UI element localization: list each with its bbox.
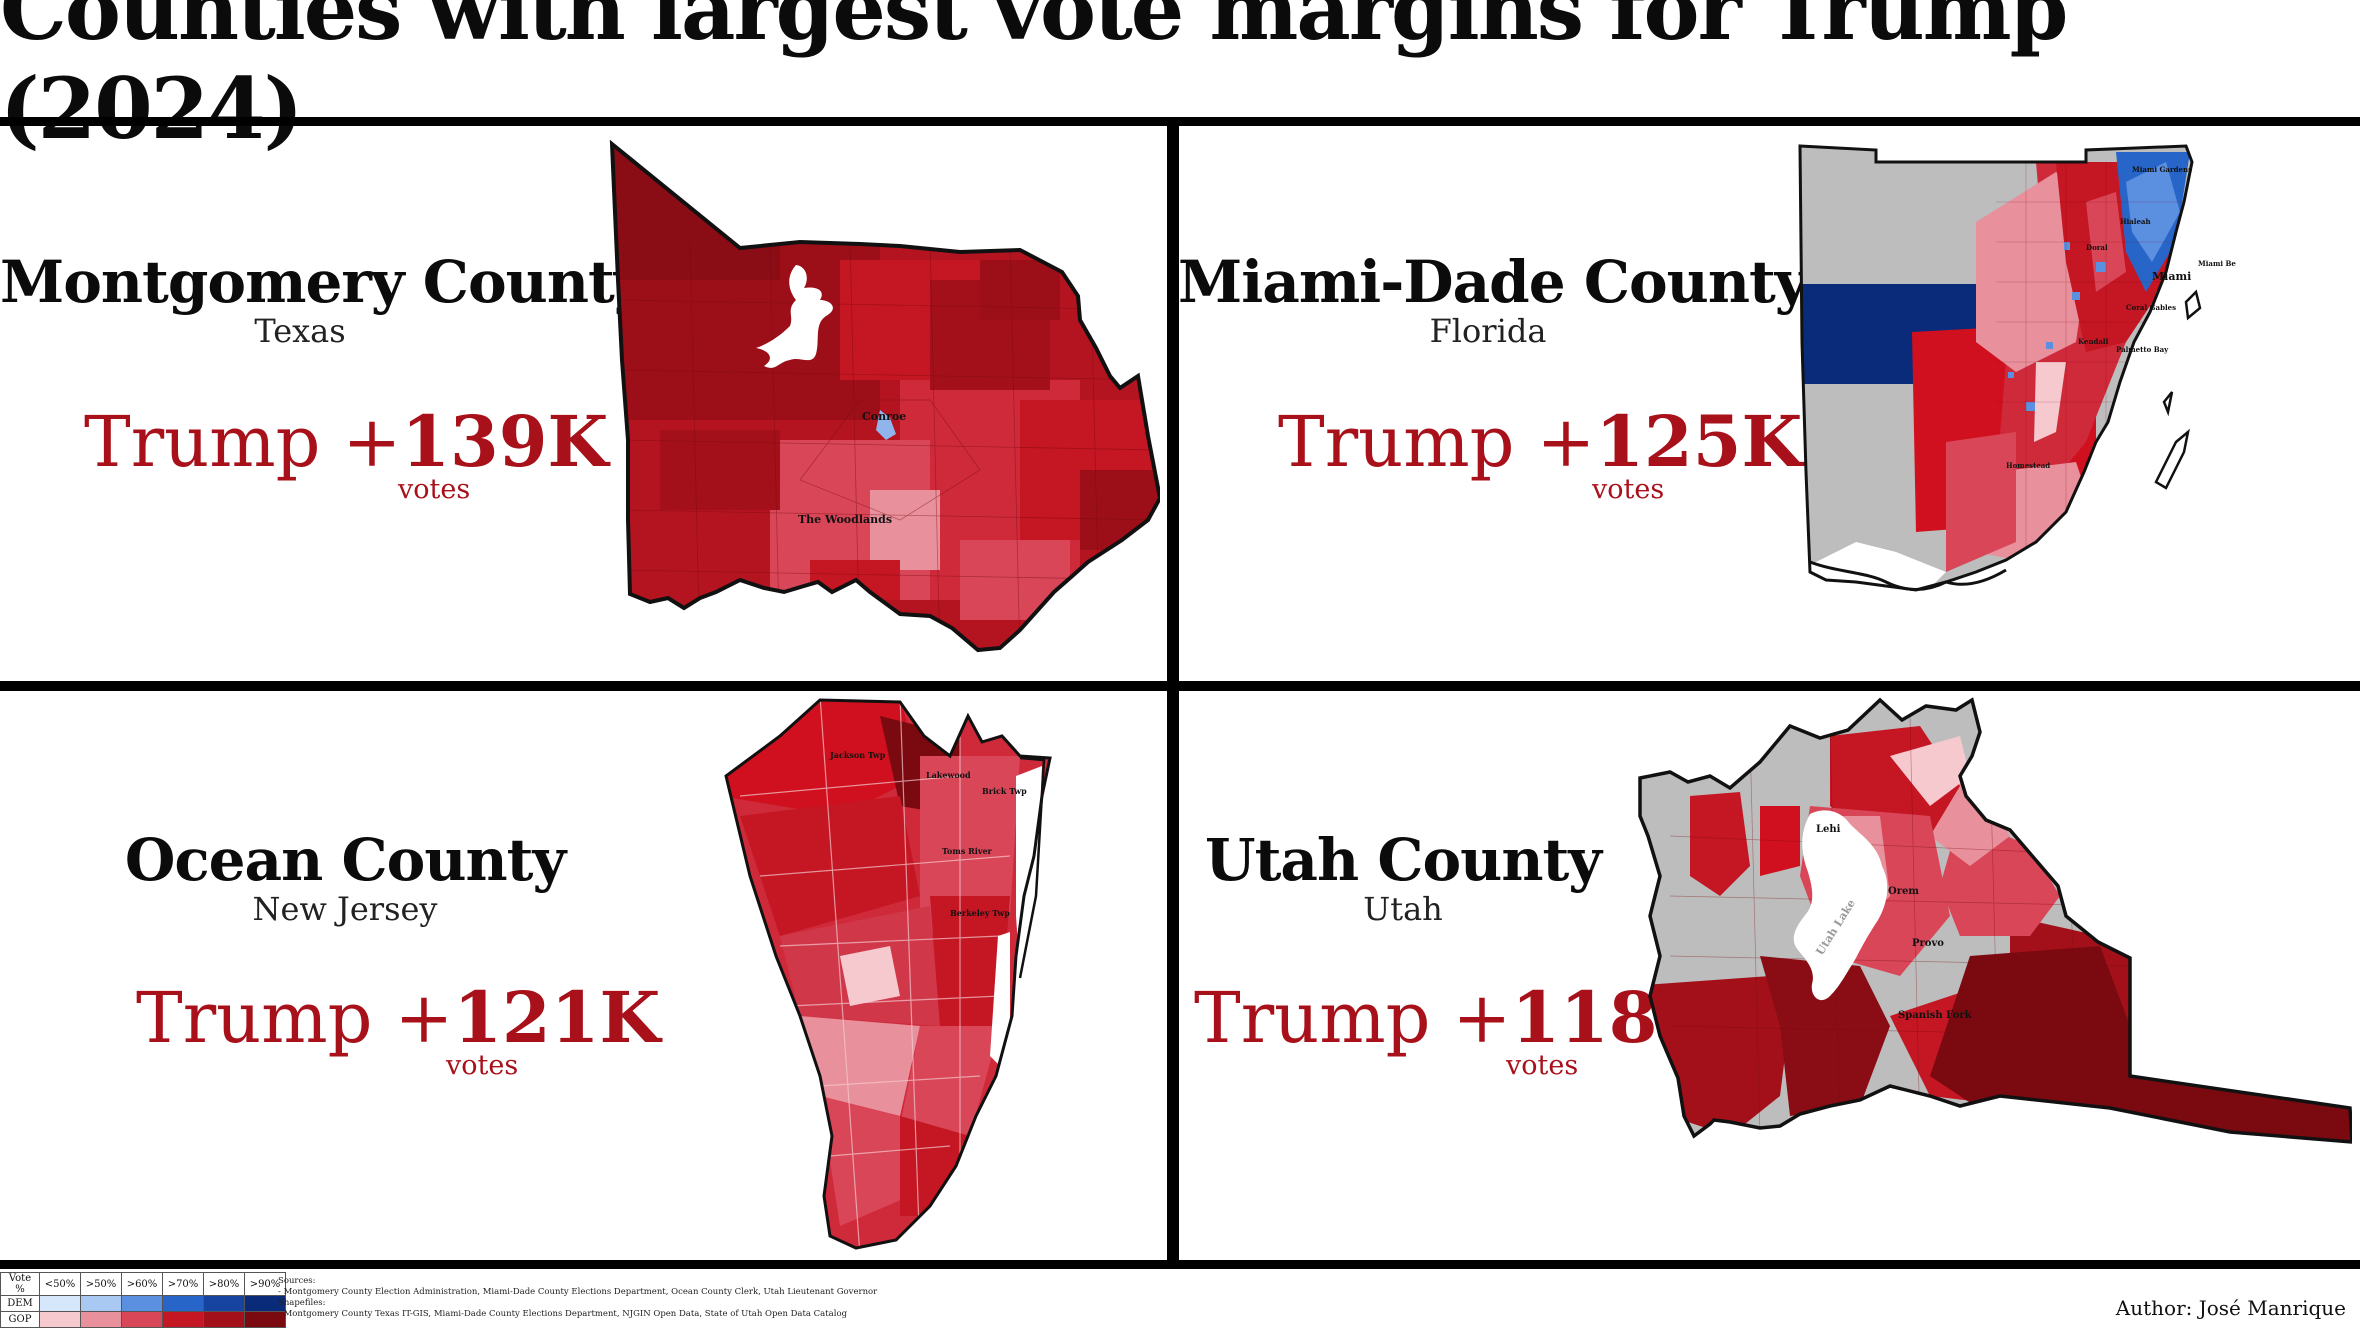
candidate-label: Trump + bbox=[1194, 977, 1512, 1059]
sources-text: - Montgomery County Election Administrat… bbox=[278, 1287, 878, 1297]
place-label: Homestead bbox=[2006, 461, 2050, 470]
place-label: The Woodlands bbox=[798, 513, 892, 526]
place-label: Orem bbox=[1888, 886, 1919, 897]
place-label: Brick Twp bbox=[982, 786, 1027, 796]
sources-note: Sources: - Montgomery County Election Ad… bbox=[278, 1276, 877, 1320]
title-divider bbox=[0, 117, 2360, 126]
shapefiles-heading: Shapefiles: bbox=[278, 1298, 326, 1308]
legend-header-cell: >60% bbox=[121, 1272, 163, 1296]
margin-value: 121K bbox=[453, 976, 661, 1059]
place-label: Lehi bbox=[1816, 824, 1841, 835]
state-name: Utah bbox=[1363, 890, 1443, 928]
legend-party-label: GOP bbox=[0, 1311, 40, 1328]
place-label: Lakewood bbox=[926, 770, 971, 780]
state-name: New Jersey bbox=[252, 890, 438, 928]
county-name: Montgomery County bbox=[0, 248, 648, 316]
place-label: Miami Gardens bbox=[2132, 165, 2192, 174]
legend-header-cell: >70% bbox=[162, 1272, 204, 1296]
bottom-divider bbox=[0, 1260, 2360, 1269]
vote-margin: Trump +118K bbox=[1194, 976, 1718, 1059]
vertical-divider bbox=[1167, 117, 1179, 1269]
sources-heading: Sources: bbox=[278, 1276, 316, 1286]
legend-header-row: Vote % <50% >50% >60% >70% >80% >90% bbox=[0, 1272, 286, 1296]
legend-header-cell: >80% bbox=[203, 1272, 245, 1296]
place-label: Spanish Fork bbox=[1898, 1010, 1973, 1021]
ocean-county-map: Jackson Twp Lakewood Brick Twp Toms Rive… bbox=[724, 698, 1052, 1250]
county-label: Ocean County New Jersey bbox=[40, 826, 650, 928]
place-label: Hialeah bbox=[2120, 217, 2151, 226]
place-label: Coral Gables bbox=[2126, 303, 2176, 312]
county-label: Miami-Dade County Florida bbox=[1178, 248, 1809, 350]
place-label: Palmetto Bay bbox=[2116, 345, 2169, 354]
candidate-label: Trump + bbox=[84, 401, 402, 483]
miami-dade-county-map: Miami Gardens Hialeah Doral Miami Miami … bbox=[1798, 144, 2236, 592]
legend-gop-swatch bbox=[121, 1311, 163, 1328]
legend-dem-swatch bbox=[162, 1295, 204, 1312]
place-label: Conroe bbox=[862, 410, 906, 423]
page-title: Counties with largest vote margins for T… bbox=[0, 0, 2068, 158]
legend-dem-swatch bbox=[121, 1295, 163, 1312]
votes-unit: votes bbox=[398, 474, 471, 505]
legend-header-cell: <50% bbox=[39, 1272, 81, 1296]
county-label: Utah County Utah bbox=[1178, 826, 1628, 928]
place-label: Jackson Twp bbox=[829, 750, 886, 760]
legend: Vote % <50% >50% >60% >70% >80% >90% DEM GOP bbox=[0, 1272, 286, 1328]
author-credit: Author: José Manrique bbox=[2115, 1296, 2346, 1320]
legend-dem-swatch bbox=[80, 1295, 122, 1312]
county-name: Utah County bbox=[1205, 826, 1602, 894]
legend-dem-row: DEM bbox=[0, 1295, 286, 1312]
middle-divider bbox=[0, 681, 2360, 691]
county-name: Miami-Dade County bbox=[1178, 248, 1809, 316]
county-label: Montgomery County Texas bbox=[0, 248, 648, 350]
place-label: Miami bbox=[2152, 270, 2191, 283]
place-label: Provo bbox=[1912, 938, 1944, 949]
margin-value: 139K bbox=[401, 400, 609, 483]
votes-unit: votes bbox=[446, 1050, 519, 1081]
place-label: Miami Beach bbox=[2198, 259, 2236, 268]
place-label: Kendall bbox=[2078, 337, 2109, 346]
legend-gop-swatch bbox=[244, 1311, 286, 1328]
margin-value: 125K bbox=[1595, 400, 1803, 483]
legend-dem-swatch bbox=[244, 1295, 286, 1312]
legend-header-cell: >90% bbox=[244, 1272, 286, 1296]
vote-margin: Trump +125K bbox=[1278, 400, 1802, 483]
candidate-label: Trump + bbox=[1278, 401, 1596, 483]
votes-unit: votes bbox=[1592, 474, 1665, 505]
candidate-label: Trump + bbox=[136, 977, 454, 1059]
montgomery-county-map: Conroe The Woodlands bbox=[609, 140, 1160, 653]
legend-gop-swatch bbox=[203, 1311, 245, 1328]
legend-header-cell: Vote % bbox=[0, 1272, 40, 1296]
legend-gop-swatch bbox=[39, 1311, 81, 1328]
state-name: Florida bbox=[1429, 312, 1547, 350]
place-label: Doral bbox=[2086, 243, 2108, 252]
utah-county-map: Lehi Orem Provo Spanish Fork Utah Lake bbox=[1638, 697, 2352, 1144]
legend-party-label: DEM bbox=[0, 1295, 40, 1312]
legend-header-cell: >50% bbox=[80, 1272, 122, 1296]
legend-gop-swatch bbox=[80, 1311, 122, 1328]
legend-dem-swatch bbox=[203, 1295, 245, 1312]
state-name: Texas bbox=[254, 312, 346, 350]
legend-dem-swatch bbox=[39, 1295, 81, 1312]
vote-margin: Trump +139K bbox=[84, 400, 608, 483]
county-name: Ocean County bbox=[124, 826, 566, 894]
place-label: Berkeley Twp bbox=[950, 908, 1010, 918]
shapefiles-text: - Montgomery County Texas IT-GIS, Miami-… bbox=[278, 1309, 848, 1319]
votes-unit: votes bbox=[1506, 1050, 1579, 1081]
vote-margin: Trump +121K bbox=[136, 976, 660, 1059]
legend-gop-swatch bbox=[162, 1311, 204, 1328]
legend-gop-row: GOP bbox=[0, 1311, 286, 1328]
place-label: Toms River bbox=[942, 846, 993, 856]
